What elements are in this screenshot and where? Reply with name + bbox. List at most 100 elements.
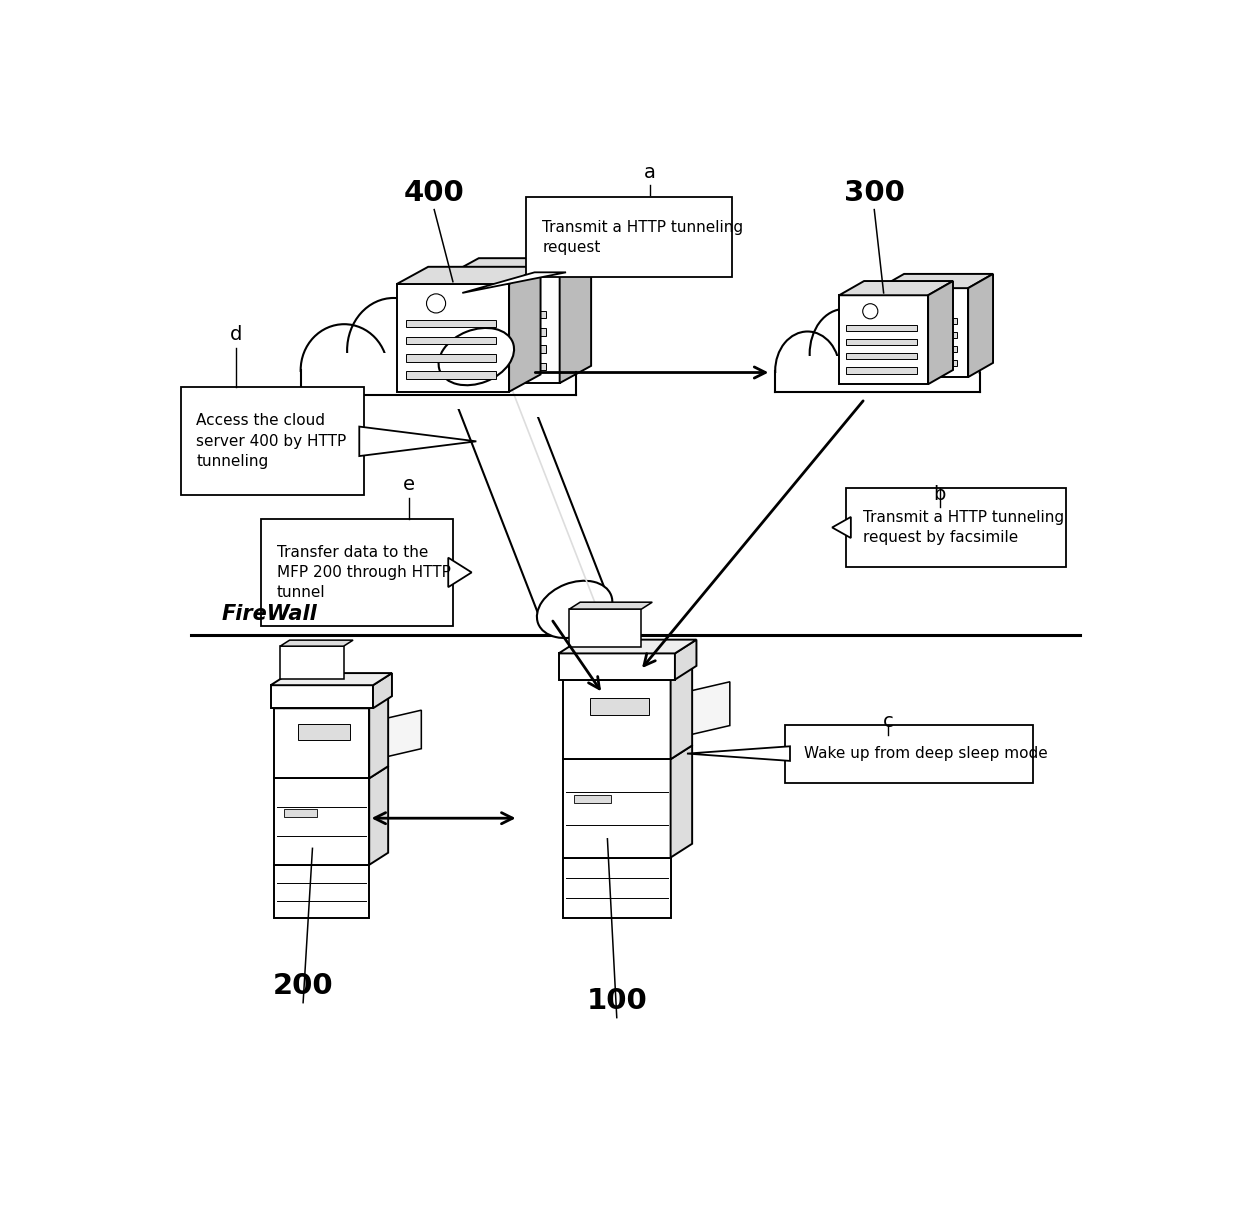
Text: d: d: [229, 326, 242, 344]
Text: 300: 300: [844, 179, 905, 207]
Polygon shape: [671, 666, 692, 759]
Polygon shape: [274, 697, 388, 708]
Polygon shape: [300, 366, 577, 399]
Polygon shape: [360, 427, 476, 456]
Polygon shape: [405, 371, 496, 378]
Polygon shape: [298, 725, 350, 739]
Text: Wake up from deep sleep mode: Wake up from deep sleep mode: [805, 747, 1048, 761]
Text: b: b: [934, 485, 946, 503]
Polygon shape: [270, 685, 373, 708]
Polygon shape: [448, 359, 543, 409]
Polygon shape: [847, 353, 919, 398]
Polygon shape: [569, 602, 652, 609]
Ellipse shape: [775, 332, 839, 410]
Text: c: c: [883, 713, 894, 731]
Ellipse shape: [402, 294, 490, 396]
Polygon shape: [563, 680, 671, 759]
Polygon shape: [448, 275, 559, 383]
Polygon shape: [280, 646, 343, 680]
Ellipse shape: [924, 338, 980, 407]
Circle shape: [903, 297, 918, 311]
Polygon shape: [846, 353, 918, 359]
Polygon shape: [884, 361, 955, 404]
Polygon shape: [928, 281, 954, 384]
Polygon shape: [456, 362, 546, 370]
Polygon shape: [456, 311, 546, 319]
Polygon shape: [405, 337, 496, 344]
Polygon shape: [563, 666, 692, 680]
Text: 100: 100: [587, 987, 647, 1015]
Polygon shape: [887, 360, 957, 366]
Polygon shape: [559, 258, 591, 383]
Polygon shape: [510, 266, 541, 392]
Polygon shape: [270, 674, 392, 685]
Polygon shape: [274, 708, 370, 778]
FancyBboxPatch shape: [846, 488, 1066, 567]
Text: 200: 200: [273, 972, 334, 1000]
Polygon shape: [574, 794, 611, 804]
Circle shape: [863, 304, 878, 319]
Polygon shape: [463, 272, 565, 293]
Ellipse shape: [300, 325, 388, 416]
Polygon shape: [687, 747, 790, 761]
Text: FireWall: FireWall: [222, 603, 317, 624]
Polygon shape: [397, 285, 510, 392]
Ellipse shape: [451, 310, 538, 404]
Polygon shape: [405, 320, 496, 327]
Polygon shape: [569, 609, 641, 647]
Polygon shape: [559, 640, 697, 653]
Polygon shape: [921, 375, 982, 411]
Text: 400: 400: [404, 179, 465, 207]
Polygon shape: [456, 345, 546, 353]
Ellipse shape: [537, 581, 613, 638]
Circle shape: [477, 286, 496, 304]
Polygon shape: [846, 325, 918, 331]
FancyBboxPatch shape: [181, 388, 365, 495]
Polygon shape: [370, 697, 388, 778]
Polygon shape: [448, 258, 591, 275]
Polygon shape: [274, 865, 370, 918]
Polygon shape: [448, 558, 471, 587]
Polygon shape: [671, 745, 692, 857]
Text: a: a: [644, 163, 656, 181]
Polygon shape: [671, 682, 730, 739]
Ellipse shape: [810, 309, 879, 399]
Polygon shape: [887, 317, 957, 323]
Polygon shape: [443, 344, 608, 623]
Polygon shape: [887, 332, 957, 338]
Polygon shape: [968, 274, 993, 377]
Polygon shape: [397, 266, 541, 285]
Polygon shape: [839, 281, 954, 295]
Polygon shape: [280, 640, 353, 646]
Text: Access the cloud
server 400 by HTTP
tunneling: Access the cloud server 400 by HTTP tunn…: [196, 413, 347, 469]
Polygon shape: [590, 698, 649, 715]
Polygon shape: [846, 367, 918, 373]
Polygon shape: [405, 354, 496, 361]
Polygon shape: [879, 274, 993, 288]
Polygon shape: [563, 857, 671, 918]
Polygon shape: [839, 295, 928, 384]
Polygon shape: [563, 759, 671, 857]
Text: Transmit a HTTP tunneling
request: Transmit a HTTP tunneling request: [542, 220, 744, 255]
Polygon shape: [832, 517, 851, 537]
Ellipse shape: [439, 328, 515, 385]
Polygon shape: [775, 367, 980, 395]
Text: e: e: [403, 475, 415, 494]
Polygon shape: [773, 373, 843, 415]
Ellipse shape: [851, 306, 915, 394]
Polygon shape: [342, 353, 445, 409]
Polygon shape: [370, 766, 388, 865]
Polygon shape: [846, 339, 918, 345]
Ellipse shape: [887, 319, 952, 400]
Polygon shape: [274, 778, 370, 865]
Polygon shape: [398, 348, 494, 402]
Polygon shape: [559, 653, 675, 680]
Polygon shape: [497, 375, 580, 417]
Text: Transfer data to the
MFP 200 through HTTP
tunnel: Transfer data to the MFP 200 through HTT…: [277, 545, 450, 601]
Polygon shape: [370, 710, 422, 761]
Text: Transmit a HTTP tunneling
request by facsimile: Transmit a HTTP tunneling request by fac…: [863, 510, 1065, 545]
Ellipse shape: [347, 298, 440, 402]
Polygon shape: [456, 328, 546, 336]
Polygon shape: [284, 810, 317, 817]
Polygon shape: [887, 347, 957, 353]
